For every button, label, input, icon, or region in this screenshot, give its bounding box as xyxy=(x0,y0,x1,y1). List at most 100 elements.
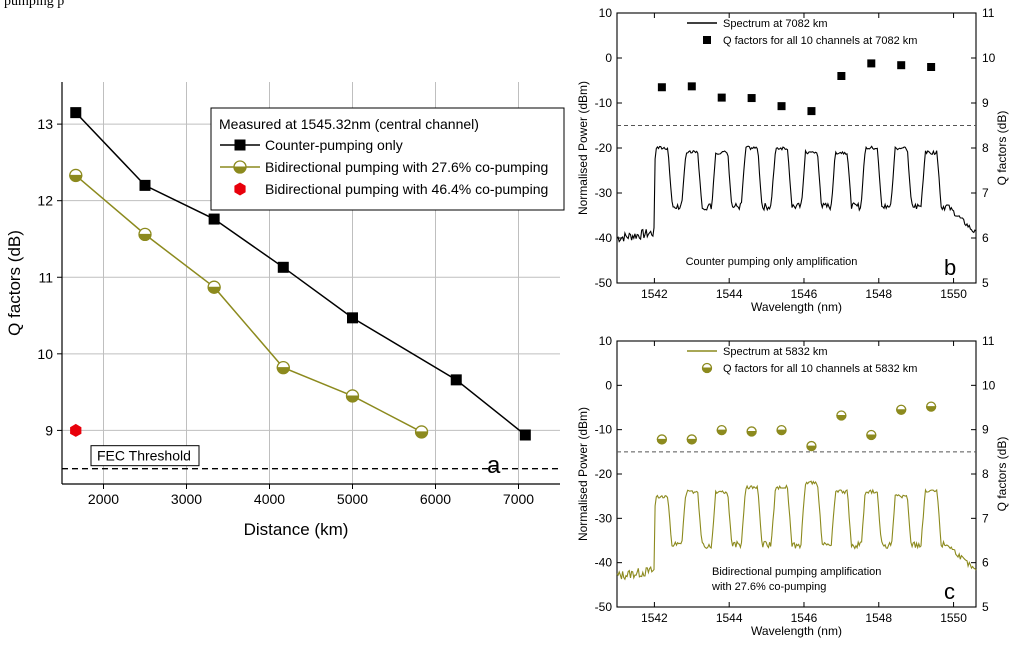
y2-axis-title: Q factors (dB) xyxy=(995,437,1009,512)
q-factor-point-fill xyxy=(776,429,787,436)
legend-spectrum-label: Spectrum at 5832 km xyxy=(723,346,828,358)
legend-title: Measured at 1545.32nm (central channel) xyxy=(219,116,479,132)
q-factor-point xyxy=(657,83,666,92)
y-tick-label: -30 xyxy=(595,186,613,200)
legend-q-label: Q factors for all 10 channels at 5832 km xyxy=(723,363,917,375)
y2-tick-label: 5 xyxy=(982,276,989,290)
y-tick-label: -10 xyxy=(595,423,613,437)
series-point-square xyxy=(139,179,151,191)
y-tick-label: -20 xyxy=(595,467,613,481)
panel-b: 1542 1544 1546 1548 1550 -50 -40 -30 -20 -10 0 10 5 6… xyxy=(576,6,1009,314)
x-tick-label: 5000 xyxy=(337,491,368,507)
y2-tick-label: 10 xyxy=(982,378,996,392)
y-tick-label: 10 xyxy=(599,6,613,20)
legend-label: Counter-pumping only xyxy=(265,137,403,153)
series-point-square xyxy=(450,374,462,386)
y2-tick-label: 6 xyxy=(982,231,989,245)
x-tick-label: 1542 xyxy=(641,287,668,301)
y-tick-label: 12 xyxy=(37,193,53,209)
series-point-halfcircle-fill xyxy=(345,395,360,403)
q-factor-point xyxy=(687,82,696,91)
y-tick-label: 0 xyxy=(605,51,612,65)
q-factor-point-fill xyxy=(686,438,697,445)
y2-tick-label: 9 xyxy=(982,423,989,437)
q-factor-point-fill xyxy=(836,414,847,421)
y2-tick-label: 9 xyxy=(982,96,989,110)
y2-axis-title: Q factors (dB) xyxy=(995,111,1009,186)
series-point-halfcircle-fill xyxy=(69,174,83,182)
series-point-halfcircle-fill xyxy=(138,233,152,241)
panel-label-c: c xyxy=(944,579,955,604)
y-tick-label: 10 xyxy=(37,346,53,362)
x-tick-label: 1550 xyxy=(940,287,967,301)
y-tick-label: -40 xyxy=(595,556,613,570)
q-factor-point-fill xyxy=(866,434,877,440)
q-factor-point xyxy=(837,72,846,80)
fec-threshold-box xyxy=(90,445,200,467)
q-factor-point xyxy=(717,93,726,102)
legend-spectrum-label: Spectrum at 7082 km xyxy=(723,18,828,30)
legend-marker-halfcircle-fill xyxy=(233,166,247,174)
series-point-square xyxy=(519,429,531,441)
series-point-halfcircle-fill xyxy=(415,431,429,439)
q-factor-point-fill xyxy=(926,406,937,412)
x-axis-title: Wavelength (nm) xyxy=(751,300,842,314)
legend-a: Measured at 1545.32nm (central channel) C… xyxy=(210,107,565,211)
annotation-line: Bidirectional pumping amplification xyxy=(712,566,881,578)
series-point-halfcircle-fill xyxy=(276,367,290,375)
plot-frame xyxy=(616,12,977,284)
q-factor-point-fill xyxy=(656,438,667,445)
x-tick-label: 1544 xyxy=(716,611,743,625)
legend-box xyxy=(210,107,565,211)
y2-tick-label: 11 xyxy=(982,334,995,348)
series-point-square xyxy=(70,107,82,119)
legend-q-marker xyxy=(703,36,711,44)
y2-tick-label: 7 xyxy=(982,511,989,525)
y-tick-label: -10 xyxy=(595,96,613,110)
y-tick-label: 10 xyxy=(599,334,613,348)
legend-q-label: Q factors for all 10 channels at 7082 km xyxy=(723,35,917,47)
q-factor-point-fill xyxy=(896,409,907,415)
x-tick-label: 1550 xyxy=(940,611,967,625)
x-tick-label: 1546 xyxy=(791,611,818,625)
y-tick-label: -40 xyxy=(595,231,613,245)
spectrum-line xyxy=(616,145,977,243)
caption-fragment: pumping p xyxy=(4,0,65,9)
x-axis-title: Distance (km) xyxy=(244,520,349,539)
y-tick-label: 11 xyxy=(38,269,53,285)
y2-tick-label: 7 xyxy=(982,186,989,200)
y2-tick-label: 8 xyxy=(982,141,989,155)
y-axis-title: Normalised Power (dBm) xyxy=(576,407,590,541)
x-tick-label: 2000 xyxy=(88,491,119,507)
y2-tick-label: 6 xyxy=(982,556,989,570)
y-axis-title: Q factors (dB) xyxy=(5,230,24,336)
panel-label-a: a xyxy=(487,452,501,479)
legend-marker-hexagon xyxy=(234,182,246,196)
y2-tick-label: 10 xyxy=(982,51,996,65)
annotation: Counter pumping only amplification xyxy=(686,256,858,268)
series-point-halfcircle-fill xyxy=(207,286,221,294)
panel-a: 2000 3000 4000 5000 6000 7000 9 10 11 12 13 Distanc… xyxy=(5,82,565,539)
q-factor-point xyxy=(747,94,756,103)
legend-marker-square xyxy=(234,139,246,151)
legend-label: Bidirectional pumping with 46.4% co-pump… xyxy=(265,181,548,197)
x-tick-label: 7000 xyxy=(503,491,534,507)
y-tick-label: -50 xyxy=(595,600,613,614)
q-factor-point-fill xyxy=(716,429,727,436)
x-tick-label: 1548 xyxy=(865,611,892,625)
legend-q-marker-fill xyxy=(701,367,713,373)
series-line-1 xyxy=(75,174,422,433)
legend-label: Bidirectional pumping with 27.6% co-pump… xyxy=(265,159,548,175)
q-factor-point xyxy=(807,107,816,116)
y-tick-label: -50 xyxy=(595,276,613,290)
series-point-square xyxy=(208,213,220,225)
y-tick-label: 13 xyxy=(37,116,53,132)
q-factor-point-fill xyxy=(746,430,757,437)
x-axis-title: Wavelength (nm) xyxy=(751,624,842,638)
spectrum-line xyxy=(616,480,977,581)
x-tick-label: 1544 xyxy=(716,287,743,301)
q-factor-point xyxy=(777,102,786,111)
q-factor-point xyxy=(927,63,936,71)
x-tick-label: 1546 xyxy=(791,287,818,301)
